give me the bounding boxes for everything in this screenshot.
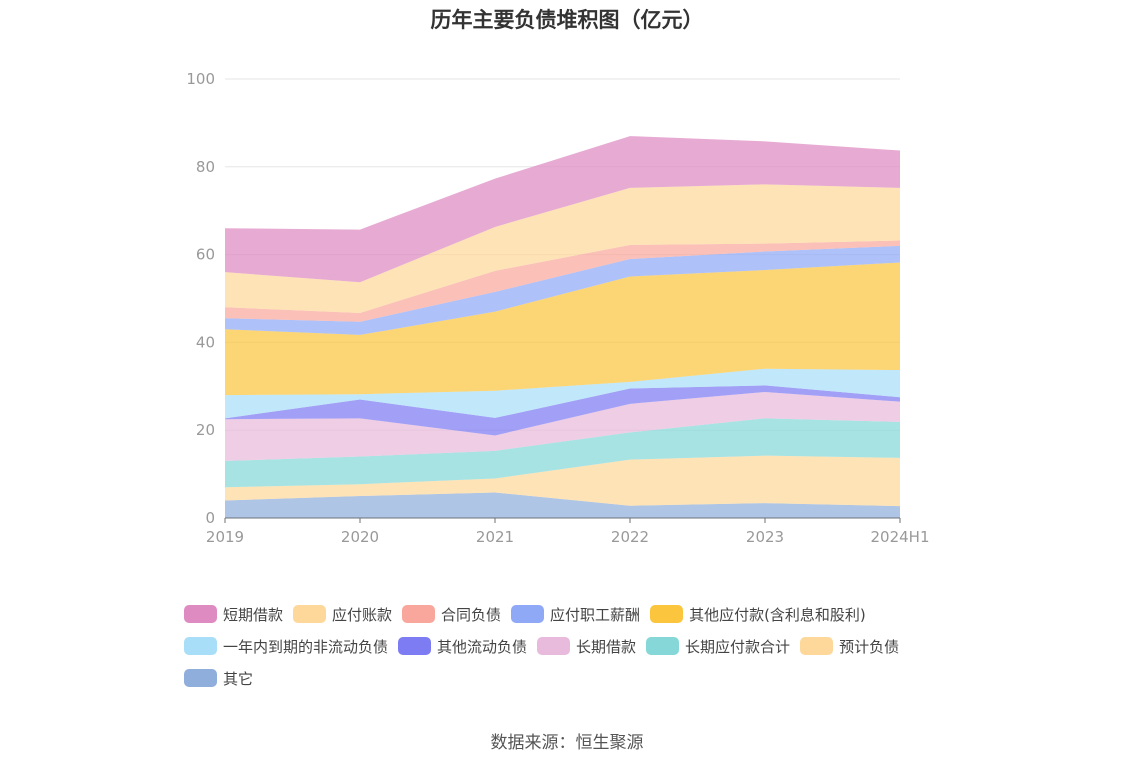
area-其他流动负债 <box>225 385 900 436</box>
area-应付职工薪酬 <box>225 245 900 335</box>
legend-item[interactable]: 应付账款 <box>293 604 392 625</box>
y-tick-label: 20 <box>196 421 215 439</box>
legend-item[interactable]: 应付职工薪酬 <box>511 604 640 625</box>
legend-label: 短期借款 <box>223 605 284 624</box>
x-tick-label: 2021 <box>476 528 514 546</box>
legend-swatch <box>402 605 436 623</box>
legend-label: 应付账款 <box>332 605 393 624</box>
legend-item[interactable]: 短期借款 <box>184 604 283 625</box>
area-series <box>225 136 900 518</box>
x-tick-label: 2023 <box>746 528 784 546</box>
x-axis <box>224 517 901 523</box>
area-应付账款 <box>225 184 900 313</box>
legend-item[interactable]: 长期应付款合计 <box>646 636 790 657</box>
legend-label: 一年内到期的非流动负债 <box>223 637 389 656</box>
area-预计负债 <box>225 455 900 507</box>
x-tick-label: 2019 <box>206 528 244 546</box>
legend-label: 其他应付款(含利息和股利) <box>689 605 866 624</box>
area-长期应付款合计 <box>225 418 900 488</box>
legend-swatch <box>184 669 217 687</box>
x-tick-label: 2024H1 <box>871 528 930 546</box>
legend-item[interactable]: 合同负债 <box>402 604 501 625</box>
legend-swatch <box>293 605 327 623</box>
x-tick-label: 2022 <box>611 528 649 546</box>
legend-swatch <box>184 637 217 655</box>
y-tick-label: 60 <box>196 246 215 264</box>
legend-swatch <box>398 637 432 655</box>
legend-item[interactable]: 一年内到期的非流动负债 <box>184 636 388 657</box>
legend-swatch <box>646 637 680 655</box>
legend-item[interactable]: 预计负债 <box>800 636 899 657</box>
legend-swatch <box>537 637 571 655</box>
legend-item[interactable]: 长期借款 <box>537 636 636 657</box>
y-tick-label: 100 <box>186 70 215 88</box>
legend-label: 长期应付款合计 <box>685 637 791 656</box>
legend-label: 其它 <box>223 669 254 688</box>
y-tick-label: 80 <box>196 158 215 176</box>
legend-label: 合同负债 <box>441 605 502 624</box>
legend-row: 其它 <box>184 662 984 694</box>
legend-swatch <box>650 605 684 623</box>
legend-label: 其他流动负债 <box>437 637 528 656</box>
stacked-area-chart: 0 20 40 60 80 100 2019 2020 2021 2022 2023 2024H1 <box>186 70 930 546</box>
legend-label: 预计负债 <box>839 637 900 656</box>
y-tick-labels: 0 20 40 60 80 100 <box>186 70 215 527</box>
x-tick-labels: 2019 2020 2021 2022 2023 2024H1 <box>206 528 930 546</box>
chart-title: 历年主要负债堆积图（亿元） <box>430 8 704 32</box>
area-短期借款 <box>225 136 900 283</box>
y-tick-label: 40 <box>196 333 215 351</box>
area-其他应付款(含利息和股利) <box>225 262 900 396</box>
legend-row: 短期借款 应付账款 合同负债 应付职工薪酬 其他应付款(含利息和股利) <box>184 598 984 630</box>
legend-item[interactable]: 其他流动负债 <box>398 636 527 657</box>
area-一年内到期的非流动负债 <box>225 368 900 419</box>
legend-item[interactable]: 其他应付款(含利息和股利) <box>650 604 866 625</box>
y-tick-label: 0 <box>205 509 215 527</box>
legend-swatch <box>511 605 545 623</box>
legend: 短期借款 应付账款 合同负债 应付职工薪酬 其他应付款(含利息和股利) 一年内到期的非流动… <box>184 598 984 694</box>
x-tick-label: 2020 <box>341 528 379 546</box>
area-其它 <box>225 492 900 518</box>
legend-label: 应付职工薪酬 <box>550 605 641 624</box>
legend-item[interactable]: 其它 <box>184 668 253 689</box>
legend-swatch <box>800 637 834 655</box>
legend-label: 长期借款 <box>576 637 637 656</box>
area-长期借款 <box>225 392 900 461</box>
legend-row: 一年内到期的非流动负债 其他流动负债 长期借款 长期应付款合计 预计负债 <box>184 630 984 662</box>
data-source-note: 数据来源：恒生聚源 <box>490 733 644 753</box>
area-合同负债 <box>225 240 900 322</box>
legend-swatch <box>184 605 217 623</box>
